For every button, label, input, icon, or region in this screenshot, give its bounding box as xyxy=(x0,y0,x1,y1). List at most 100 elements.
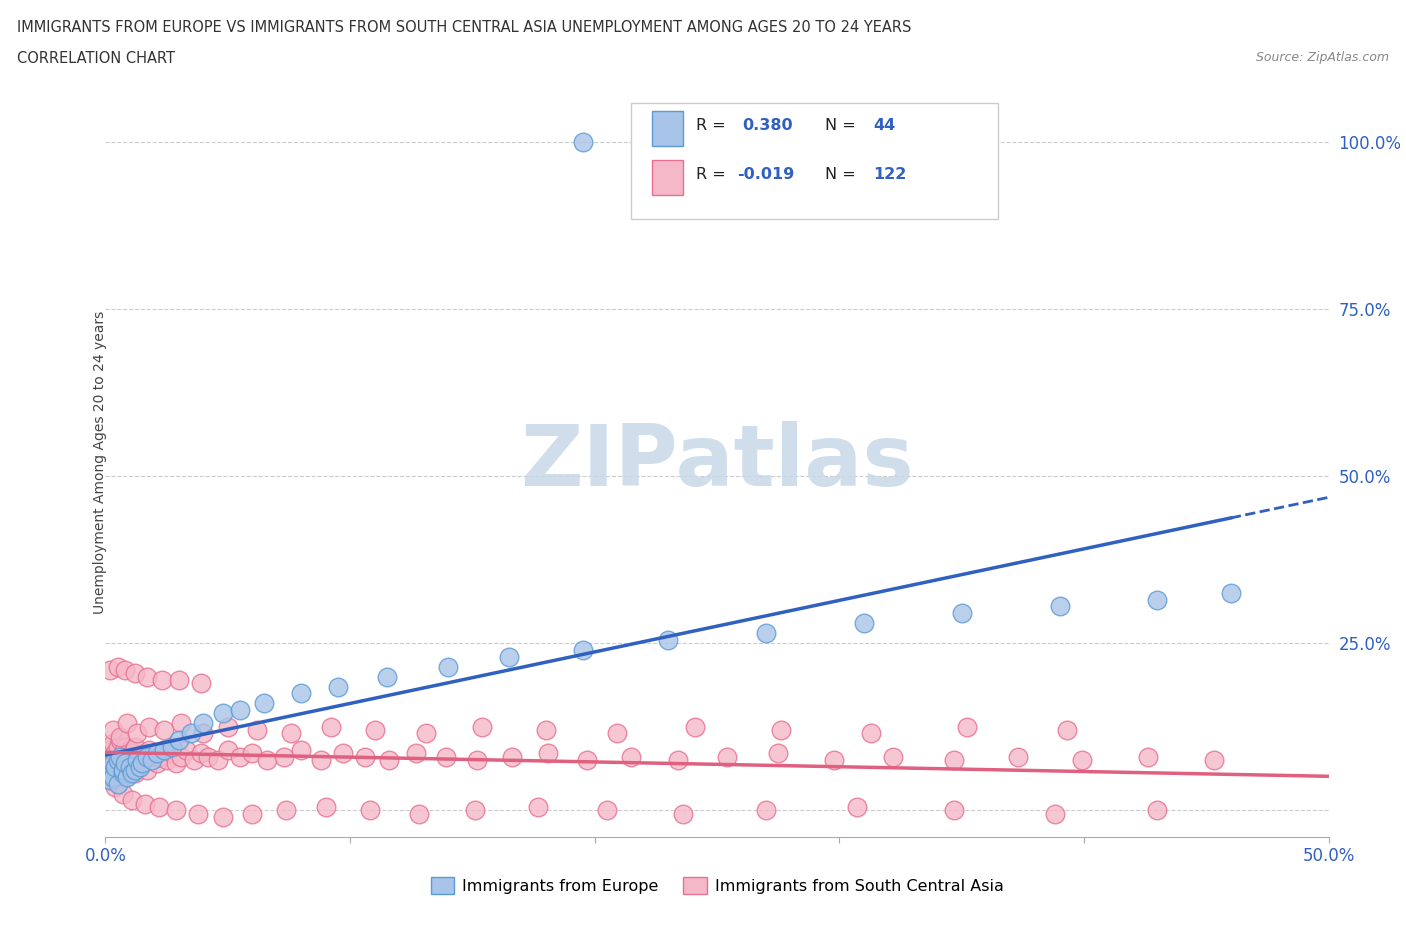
Point xyxy=(101,723,124,737)
Point xyxy=(117,716,139,731)
Point xyxy=(217,719,239,734)
Legend: Immigrants from Europe, Immigrants from South Central Asia: Immigrants from Europe, Immigrants from … xyxy=(425,870,1010,900)
Point xyxy=(108,733,131,748)
Point xyxy=(107,776,129,790)
Point xyxy=(256,752,278,767)
Point xyxy=(165,756,187,771)
Point xyxy=(253,696,276,711)
Point xyxy=(98,763,121,777)
Point xyxy=(98,662,121,677)
Point xyxy=(273,750,295,764)
Point xyxy=(212,706,235,721)
Point xyxy=(571,135,593,150)
Text: N =: N = xyxy=(825,118,860,133)
Point xyxy=(174,743,197,758)
Point xyxy=(471,719,494,734)
Point xyxy=(212,809,235,824)
Point xyxy=(108,750,131,764)
Point xyxy=(1070,752,1092,767)
Point xyxy=(852,616,875,631)
Point xyxy=(97,750,120,764)
Point xyxy=(107,752,129,767)
Point xyxy=(955,719,977,734)
Point xyxy=(359,803,381,817)
Point xyxy=(187,806,209,821)
Point xyxy=(150,672,173,687)
Point xyxy=(104,779,127,794)
Point xyxy=(98,773,121,788)
Point xyxy=(1056,723,1078,737)
Point xyxy=(596,803,619,817)
Point xyxy=(240,806,263,821)
Point xyxy=(124,666,146,681)
Point xyxy=(136,763,159,777)
Point xyxy=(143,746,166,761)
Point xyxy=(107,739,129,754)
Point xyxy=(101,773,124,788)
Point xyxy=(148,750,170,764)
Point xyxy=(280,726,302,741)
Point xyxy=(353,750,375,764)
Point xyxy=(309,752,332,767)
Point xyxy=(768,746,790,761)
Text: -0.019: -0.019 xyxy=(737,167,794,182)
Point xyxy=(97,766,120,781)
Point xyxy=(128,760,150,775)
Point xyxy=(498,649,520,664)
Point xyxy=(882,750,904,764)
Point xyxy=(576,752,599,767)
Point xyxy=(190,746,212,761)
Point xyxy=(104,760,127,775)
Point xyxy=(136,670,159,684)
Point xyxy=(134,796,156,811)
Point xyxy=(121,792,143,807)
Text: N =: N = xyxy=(825,167,860,182)
Point xyxy=(229,750,252,764)
Point xyxy=(1202,752,1225,767)
Point xyxy=(114,739,136,754)
Point xyxy=(98,743,121,758)
Point xyxy=(1146,592,1168,607)
Point xyxy=(114,662,136,677)
Point xyxy=(107,659,129,674)
Point xyxy=(290,685,312,700)
Y-axis label: Unemployment Among Ages 20 to 24 years: Unemployment Among Ages 20 to 24 years xyxy=(93,311,107,615)
Point xyxy=(229,702,252,717)
Point xyxy=(111,786,134,801)
Point xyxy=(319,719,342,734)
Point xyxy=(101,736,124,751)
Point xyxy=(131,756,153,771)
Point xyxy=(121,766,143,781)
Point xyxy=(153,743,176,758)
Point xyxy=(153,723,176,737)
Point xyxy=(534,723,557,737)
Point xyxy=(117,750,139,764)
Point xyxy=(118,743,141,758)
Point xyxy=(114,769,136,784)
Point xyxy=(127,726,149,741)
Point xyxy=(769,723,792,737)
Point xyxy=(378,752,401,767)
Point xyxy=(138,719,160,734)
Point xyxy=(146,756,169,771)
Point xyxy=(104,760,127,775)
Point xyxy=(118,760,141,775)
Point xyxy=(620,750,643,764)
Point xyxy=(571,643,593,658)
Point xyxy=(527,800,550,815)
Point xyxy=(415,726,437,741)
Point xyxy=(464,803,486,817)
Point xyxy=(1043,806,1066,821)
Point xyxy=(108,729,131,744)
Text: Source: ZipAtlas.com: Source: ZipAtlas.com xyxy=(1256,51,1389,64)
Point xyxy=(315,800,337,815)
Point xyxy=(148,800,170,815)
Point xyxy=(943,752,966,767)
Point xyxy=(824,752,846,767)
Point xyxy=(190,676,212,691)
Point xyxy=(326,679,349,694)
Point xyxy=(434,750,457,764)
Point xyxy=(97,763,120,777)
Bar xyxy=(652,112,683,146)
Point xyxy=(117,769,139,784)
